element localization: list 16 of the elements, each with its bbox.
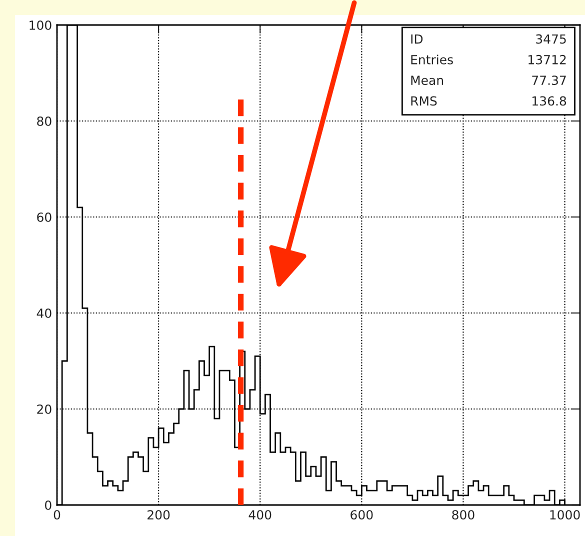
text: ID 3475 — [411, 34, 566, 44]
y-tick-label: 80 — [37, 116, 52, 126]
x-tick-label: 800 — [452, 510, 474, 520]
y-tick-label: 60 — [37, 212, 52, 222]
y-tick-label: 20 — [37, 404, 52, 414]
x-tick-label: 0 — [54, 510, 60, 520]
y-tick-label: 100 — [30, 20, 52, 30]
x-tick-label: 600 — [350, 510, 373, 520]
text: RMS 136.8 — [411, 96, 566, 106]
x-tick-label: 400 — [248, 510, 272, 520]
x-tick-label: 200 — [148, 510, 170, 520]
x-tick-label: 1000 — [550, 510, 580, 520]
y-tick-label: 0 — [45, 500, 52, 510]
text: Entries 13712 — [411, 54, 566, 64]
text: Mean 77.37 — [411, 76, 566, 86]
y-tick-label: 40 — [36, 308, 52, 318]
